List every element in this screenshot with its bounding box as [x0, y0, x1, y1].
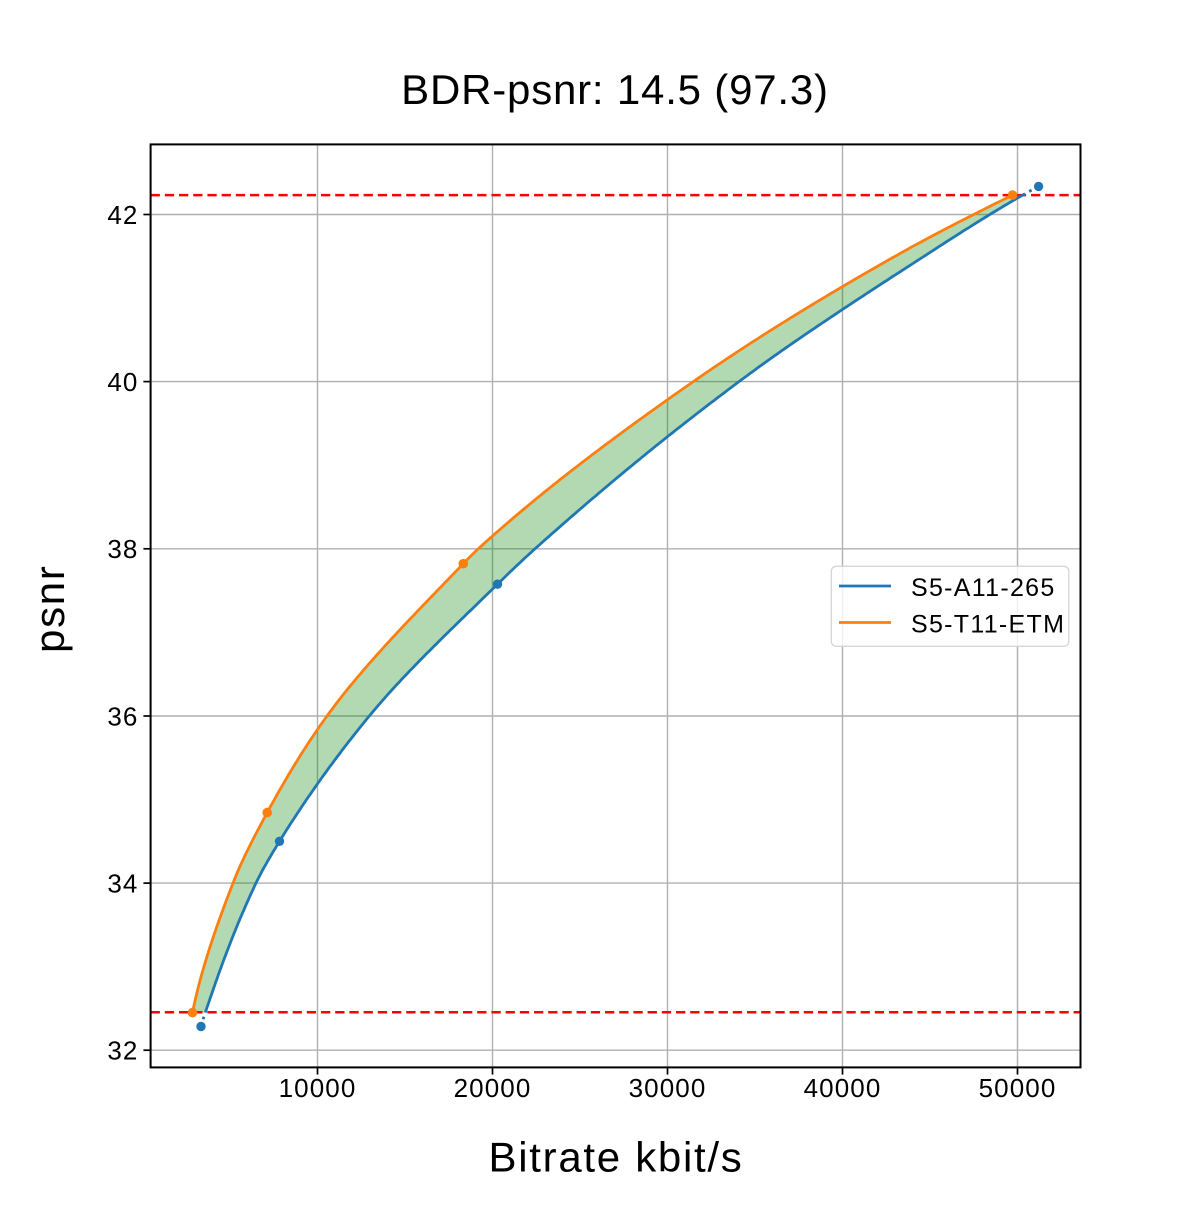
svg-text:38: 38: [107, 534, 138, 564]
svg-text:40000: 40000: [804, 1073, 882, 1103]
svg-text:42: 42: [107, 200, 138, 230]
svg-text:10000: 10000: [279, 1073, 357, 1103]
svg-text:psnr: psnr: [26, 564, 73, 653]
svg-text:Bitrate kbit/s: Bitrate kbit/s: [489, 1134, 744, 1181]
svg-text:50000: 50000: [979, 1073, 1057, 1103]
svg-text:32: 32: [107, 1036, 138, 1066]
svg-text:BDR-psnr: 14.5 (97.3): BDR-psnr: 14.5 (97.3): [401, 66, 829, 113]
svg-text:30000: 30000: [629, 1073, 707, 1103]
svg-text:S5-T11-ETM: S5-T11-ETM: [911, 610, 1065, 638]
svg-text:S5-A11-265: S5-A11-265: [911, 574, 1056, 602]
svg-text:40: 40: [107, 367, 138, 397]
svg-text:34: 34: [107, 868, 138, 898]
svg-text:20000: 20000: [454, 1073, 532, 1103]
svg-text:36: 36: [107, 701, 138, 731]
